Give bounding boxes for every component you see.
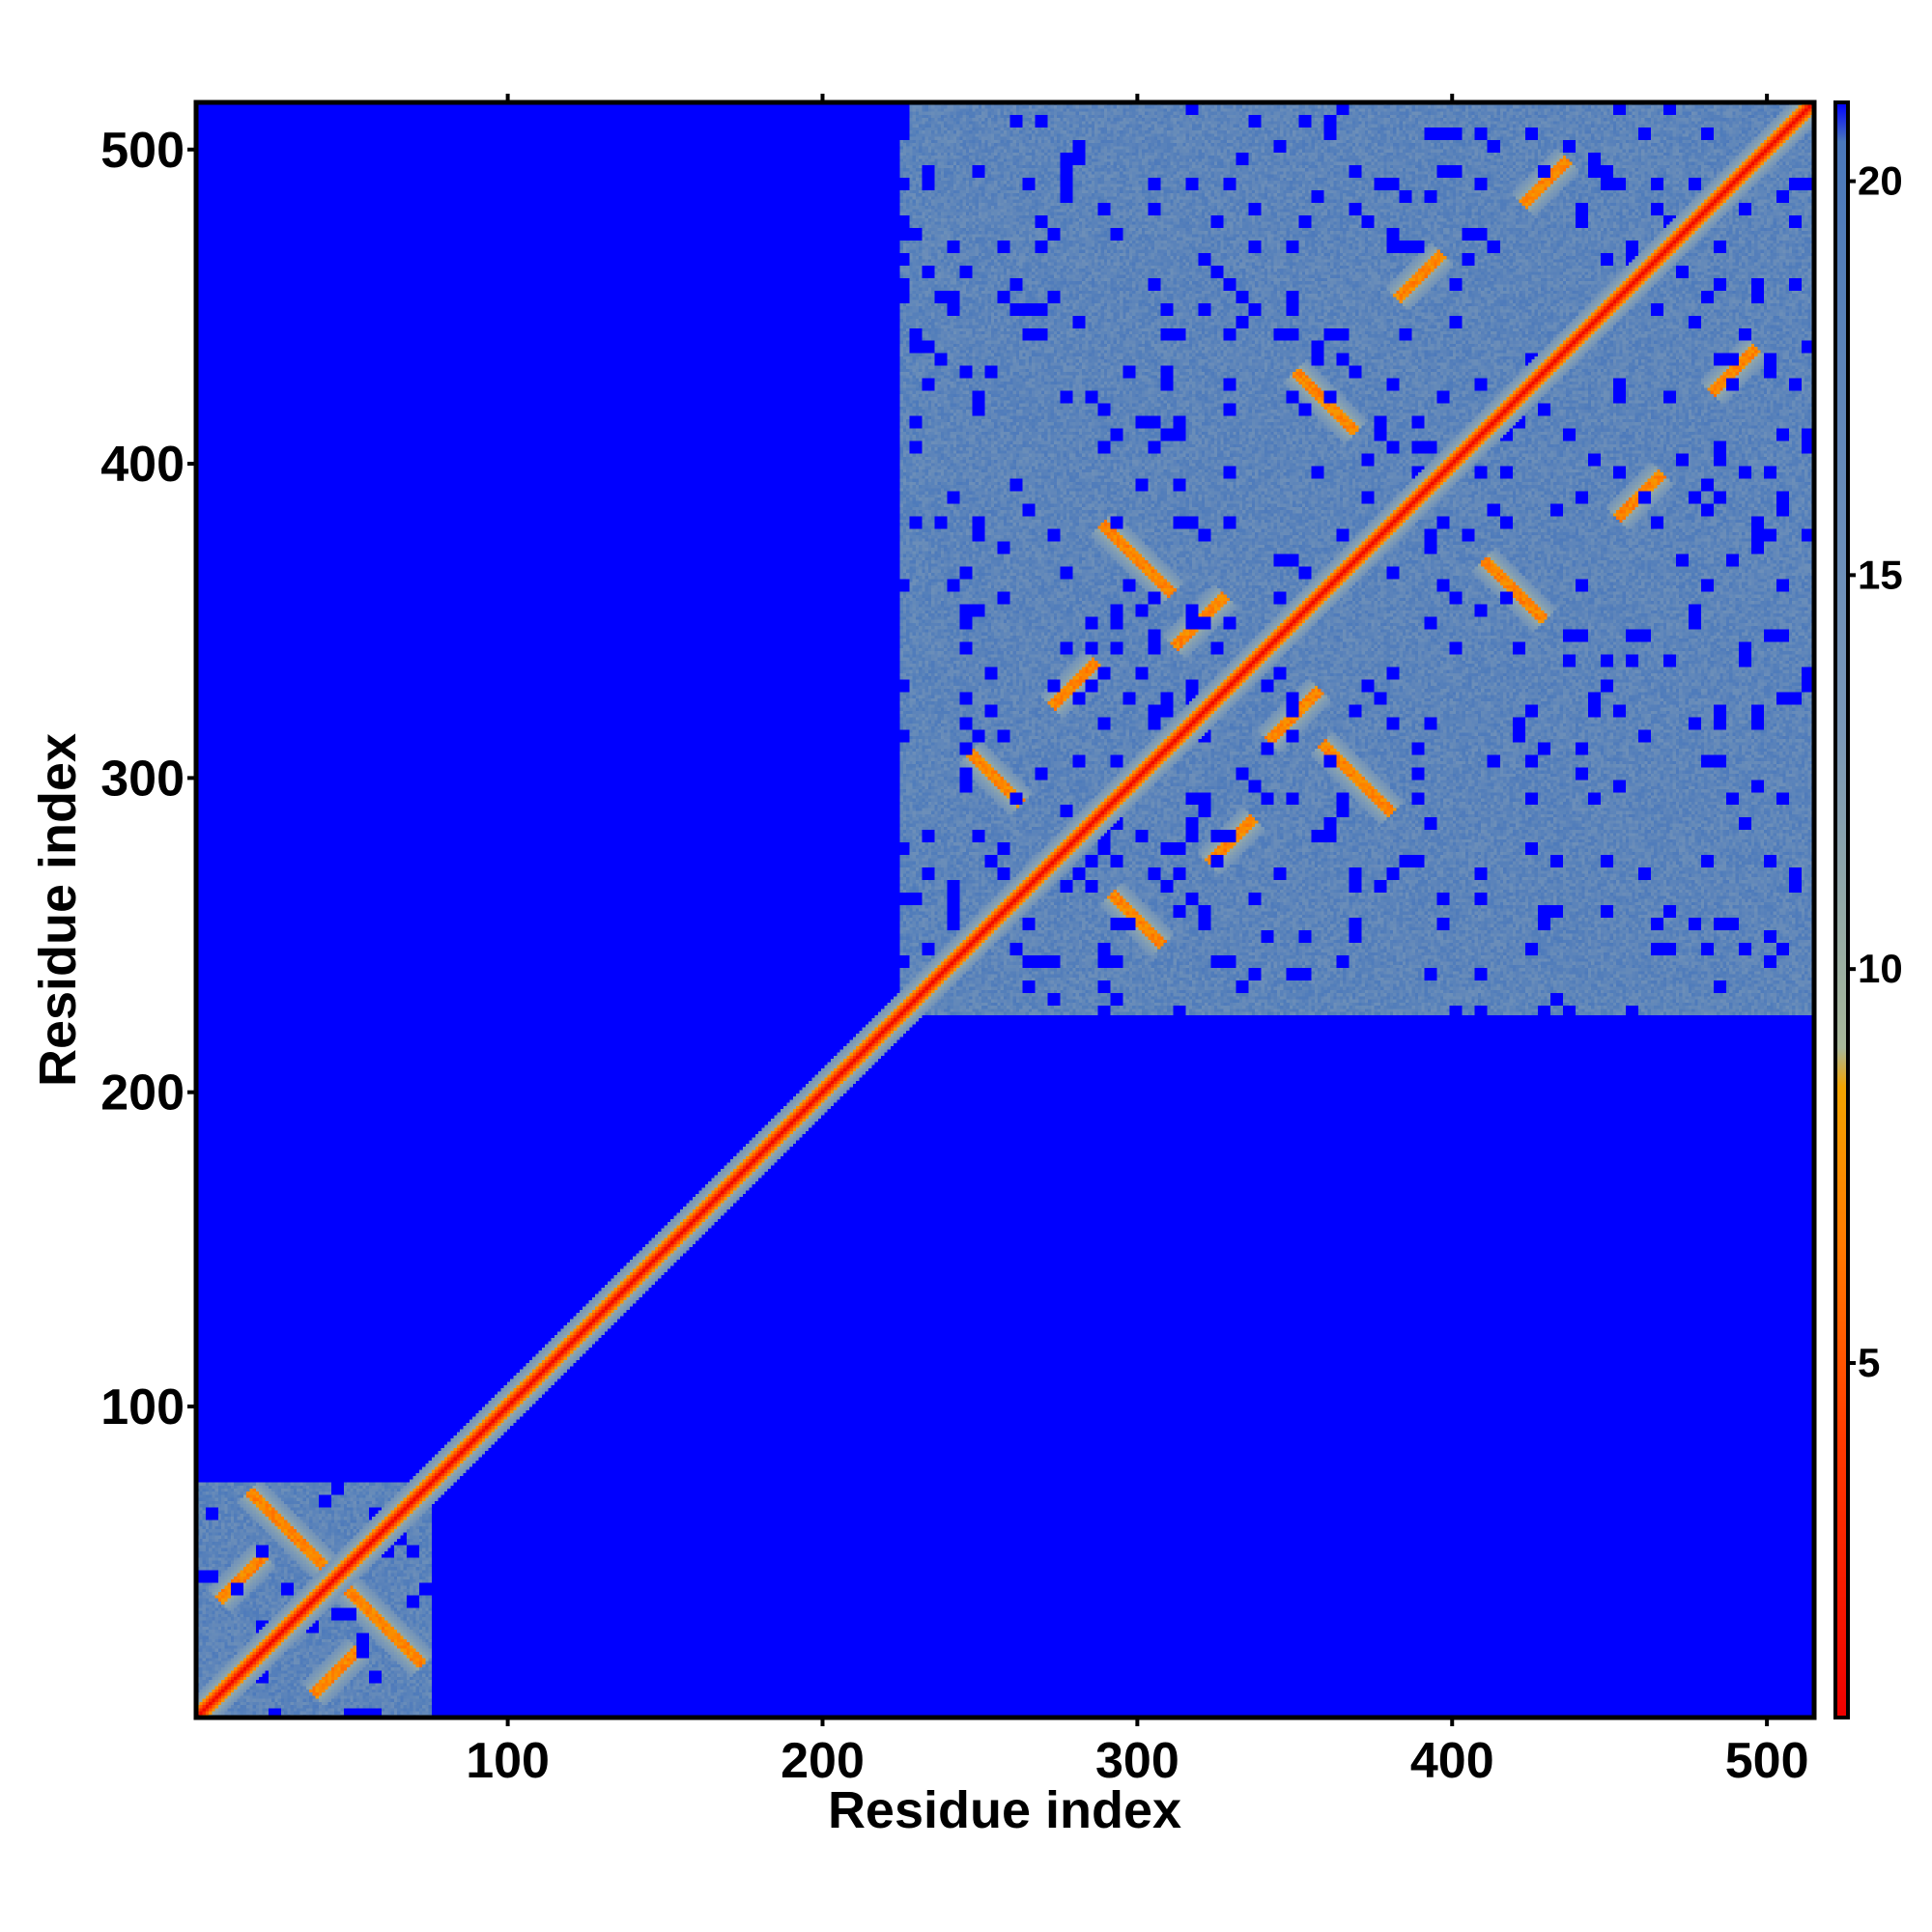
colorbar: 5 10 15 20	[1833, 100, 1903, 1719]
y-axis: 100 200 300 400 500	[100, 123, 196, 1435]
y-tick-label-300: 300	[100, 751, 185, 807]
x-tick-label-400: 400	[1410, 1733, 1494, 1789]
plot-frame	[193, 99, 1817, 1720]
colorbar-tick-label-10: 10	[1858, 946, 1903, 991]
colorbar-tick-label-20: 20	[1858, 158, 1903, 204]
y-tick-label-200: 200	[100, 1065, 185, 1122]
y-tick-label-100: 100	[100, 1379, 185, 1435]
y-axis-title: Residue index	[29, 733, 87, 1087]
colorbar-tick-label-15: 15	[1858, 552, 1903, 597]
x-axis-title: Residue index	[828, 1781, 1181, 1839]
heatmap-area	[196, 102, 1814, 1718]
x-tick-label-200: 200	[781, 1733, 865, 1789]
colorbar-frame	[1833, 100, 1850, 1719]
y-tick-label-500: 500	[100, 123, 185, 179]
x-axis: 100 200 300 400 500	[466, 94, 1809, 1789]
x-tick-label-100: 100	[466, 1733, 550, 1789]
heatmap-image	[196, 102, 1814, 1718]
x-tick-label-300: 300	[1095, 1733, 1179, 1789]
y-tick-label-400: 400	[100, 437, 185, 493]
colorbar-tick-label-5: 5	[1858, 1340, 1880, 1385]
colorbar-fill	[1835, 102, 1848, 1718]
x-tick-label-500: 500	[1725, 1733, 1809, 1789]
